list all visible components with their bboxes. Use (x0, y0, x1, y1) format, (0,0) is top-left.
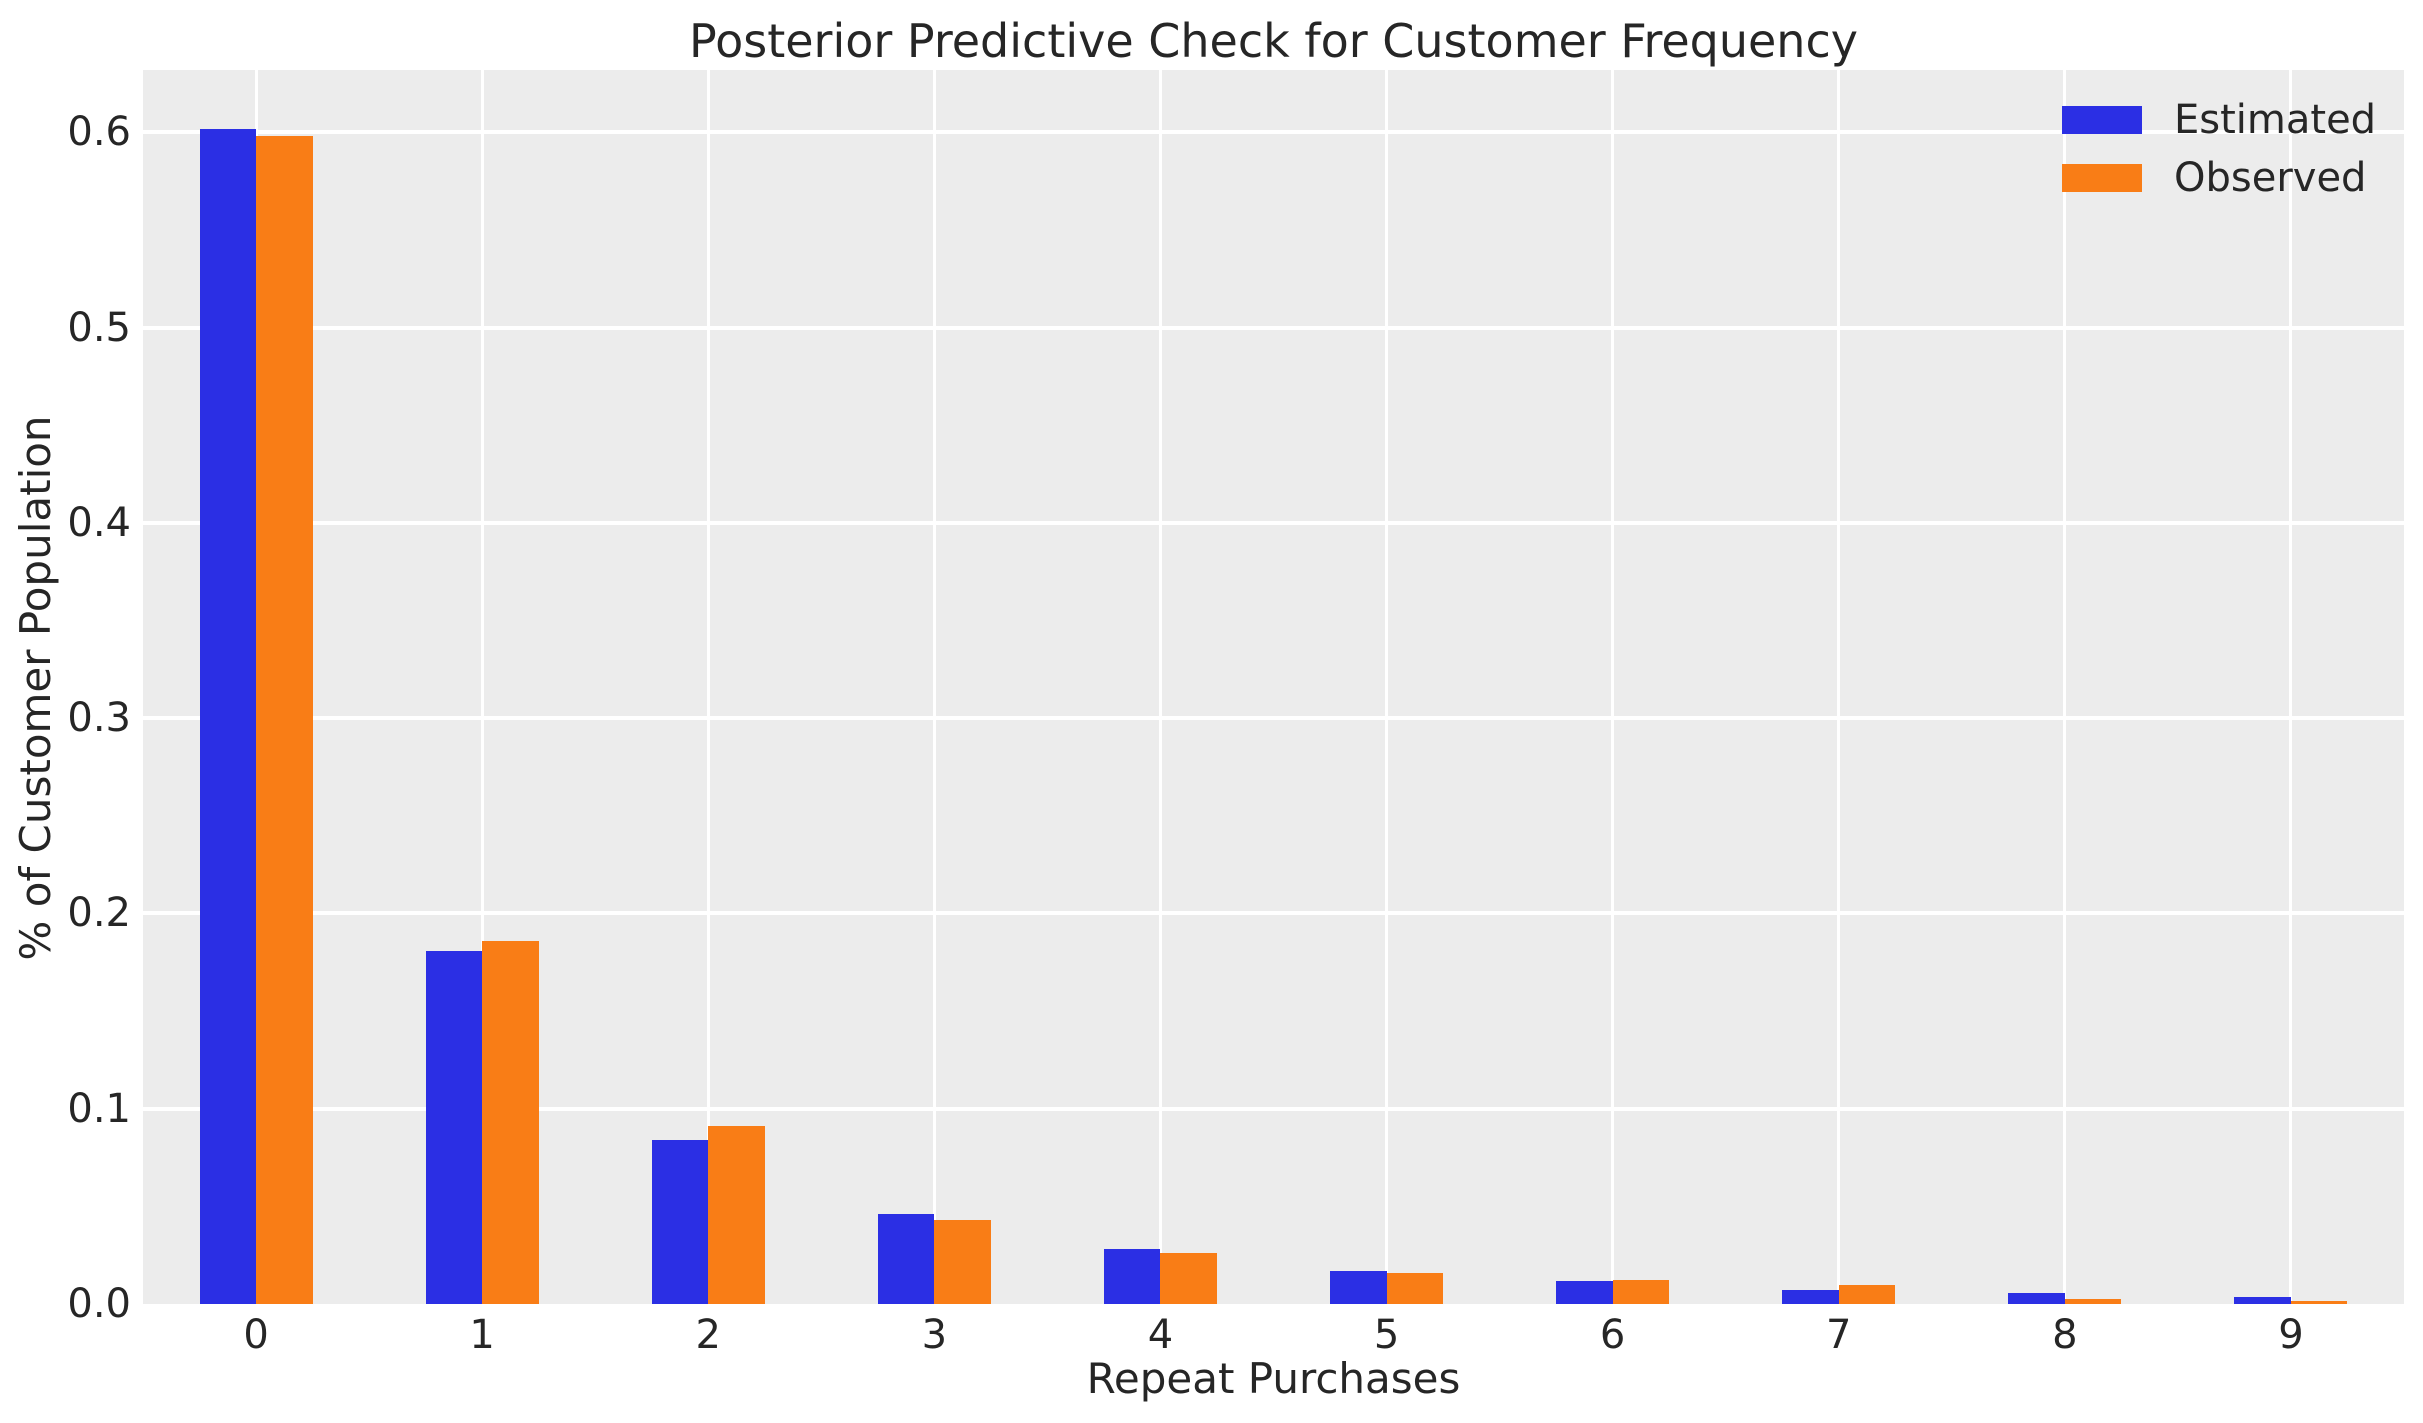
x-tick-label: 2 (695, 1312, 721, 1358)
x-tick-label: 3 (921, 1312, 948, 1358)
plot-area (143, 70, 2404, 1304)
x-tick-label: 6 (1599, 1312, 1626, 1358)
bar-observed-x4 (1160, 1253, 1217, 1304)
x-tick-label: 7 (1826, 1312, 1852, 1358)
x-tick-label: 4 (1147, 1312, 1174, 1358)
gridline-vertical (1385, 70, 1389, 1304)
gridline-horizontal (143, 911, 2404, 916)
legend-swatch-observed (2062, 164, 2142, 192)
gridline-vertical (1158, 70, 1162, 1304)
bar-estimated-x4 (1103, 1249, 1161, 1304)
gridline-vertical (480, 70, 484, 1304)
gridline-vertical (706, 70, 710, 1304)
gridline-horizontal (143, 130, 2404, 135)
y-tick-label: 0.5 (67, 304, 131, 351)
legend-item-observed: Observed (2062, 154, 2376, 202)
x-tick-label: 9 (2278, 1312, 2304, 1358)
legend-label-estimated: Estimated (2174, 97, 2377, 143)
gridline-vertical (2289, 70, 2293, 1304)
bar-observed-x5 (1386, 1272, 1444, 1304)
gridline-horizontal (143, 716, 2404, 721)
y-tick-label: 0.4 (67, 499, 131, 546)
gridline-vertical (1611, 70, 1615, 1304)
gridline-horizontal (143, 1106, 2404, 1111)
bar-estimated-x5 (1330, 1270, 1387, 1304)
legend-swatch-estimated (2062, 106, 2142, 134)
legend: Estimated Observed (2062, 96, 2376, 212)
x-axis-label: Repeat Purchases (1086, 1354, 1461, 1403)
gridline-vertical (932, 70, 936, 1304)
x-tick-label: 0 (243, 1312, 269, 1358)
bar-observed-x1 (482, 940, 539, 1304)
bar-observed-x8 (2064, 1298, 2122, 1304)
bar-estimated-x6 (1556, 1280, 1613, 1304)
bar-estimated-x0 (199, 128, 257, 1304)
y-tick-label: 0.0 (67, 1281, 131, 1327)
y-tick-label: 0.3 (67, 695, 131, 742)
y-axis-label: % of Customer Population (11, 415, 60, 961)
bar-observed-x7 (1838, 1285, 1896, 1304)
legend-label-observed: Observed (2174, 155, 2367, 201)
bar-observed-x2 (708, 1126, 765, 1304)
gridline-vertical (1837, 70, 1841, 1304)
legend-item-estimated: Estimated (2062, 96, 2376, 144)
bar-estimated-x9 (2234, 1297, 2291, 1304)
bars-layer (143, 70, 2404, 1304)
y-tick-label: 0.1 (67, 1085, 131, 1132)
chart-title: Posterior Predictive Check for Customer … (689, 14, 1858, 68)
bar-observed-x9 (2290, 1301, 2348, 1304)
bar-estimated-x1 (425, 950, 483, 1304)
y-tick-label: 0.6 (67, 109, 131, 156)
bar-observed-x0 (256, 136, 313, 1304)
bar-estimated-x8 (2008, 1293, 2065, 1304)
gridline-horizontal (143, 325, 2404, 330)
x-tick-label: 1 (469, 1312, 495, 1358)
bar-estimated-x7 (1782, 1290, 1839, 1304)
y-tick-label: 0.2 (67, 890, 131, 937)
gridline-vertical (2063, 70, 2067, 1304)
bar-estimated-x3 (877, 1214, 935, 1304)
x-tick-label: 8 (2052, 1312, 2078, 1358)
bar-estimated-x2 (651, 1140, 709, 1304)
bar-observed-x6 (1612, 1279, 1670, 1304)
x-tick-label: 5 (1373, 1312, 1400, 1358)
gridline-horizontal (143, 520, 2404, 525)
bar-observed-x3 (934, 1220, 991, 1304)
